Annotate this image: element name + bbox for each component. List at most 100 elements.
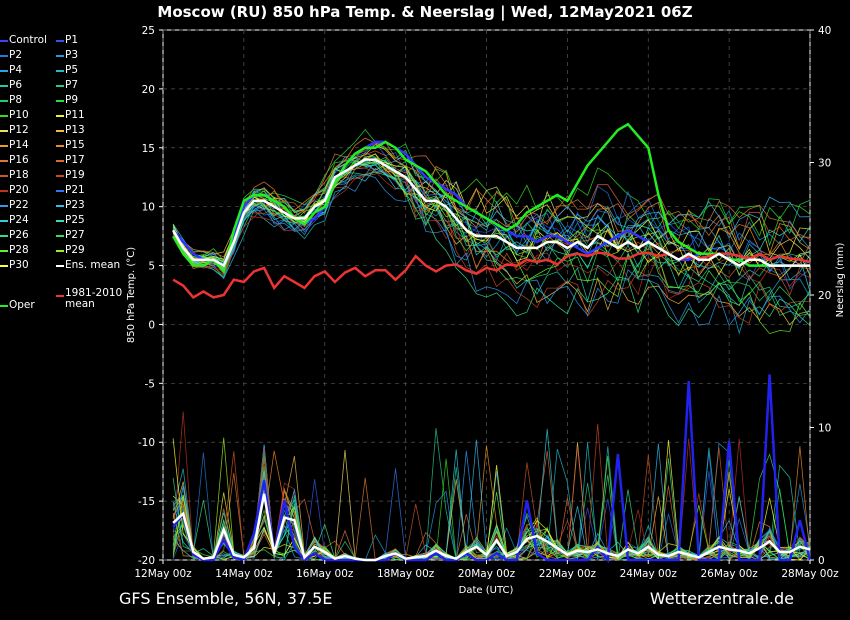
y2-tick-label: 20 — [818, 290, 831, 302]
legend-swatch — [0, 70, 8, 72]
legend-swatch — [0, 265, 8, 267]
legend-swatch — [0, 160, 8, 162]
member-temp-line — [172, 167, 810, 324]
legend-label: P30 — [9, 259, 29, 271]
main-series — [172, 122, 812, 564]
legend-label: P1 — [65, 34, 79, 46]
member-temp-line — [172, 171, 811, 327]
legend-swatch — [56, 220, 64, 222]
legend-label: P17 — [65, 154, 85, 166]
member-temp-line — [172, 141, 811, 258]
member-temp-line — [172, 168, 811, 296]
legend-label: P21 — [65, 184, 85, 196]
legend-swatch — [0, 145, 8, 147]
ens-mean-temp-line — [172, 158, 810, 268]
y-tick-label: 0 — [148, 319, 155, 331]
legend-swatch — [0, 235, 8, 237]
member-temp-line — [172, 128, 811, 264]
legend-label: P12 — [9, 124, 29, 136]
legend-swatch — [56, 40, 64, 42]
page-title: Moscow (RU) 850 hPa Temp. & Neerslag | W… — [157, 3, 693, 21]
y2-tick-label: 40 — [818, 25, 831, 37]
legend-label: Oper — [9, 299, 35, 311]
climate-mean-line — [172, 251, 811, 300]
x-axis-label: Date (UTC) — [459, 585, 514, 596]
y-tick-label: -15 — [138, 496, 155, 508]
y-tick-label: 20 — [142, 84, 155, 96]
legend-swatch — [56, 265, 64, 267]
legend-label: P29 — [65, 244, 85, 256]
legend-label: P13 — [65, 124, 85, 136]
legend-label: P18 — [9, 169, 29, 181]
y2-tick-label: 10 — [818, 423, 831, 435]
member-temp-line — [172, 152, 811, 316]
legend-swatch — [0, 130, 8, 132]
legend-swatch — [0, 175, 8, 177]
legend-label: P19 — [65, 169, 85, 181]
legend-swatch — [0, 115, 8, 117]
x-tick-label: 18May 00z — [377, 568, 435, 580]
member-temp-line — [172, 137, 811, 271]
ens-mean-precip-line — [172, 493, 811, 562]
legend-label: P11 — [65, 109, 85, 121]
x-tick-label: 12May 00z — [134, 568, 192, 580]
legend-label: P7 — [65, 79, 79, 91]
member-temp-line — [172, 171, 811, 300]
legend-label: P23 — [65, 199, 85, 211]
legend-swatch — [0, 190, 8, 192]
x-tick-label: 22May 00z — [539, 568, 597, 580]
legend-swatch — [56, 145, 64, 147]
legend-label: P8 — [9, 94, 23, 106]
member-temp-line — [172, 144, 811, 277]
legend-swatch — [56, 190, 64, 192]
x-tick-label: 14May 00z — [215, 568, 273, 580]
legend-swatch — [0, 305, 8, 307]
y-tick-label: -5 — [145, 378, 155, 390]
legend-label: P14 — [9, 139, 29, 151]
y-tick-label: 25 — [142, 25, 155, 37]
legend-swatch — [56, 295, 64, 297]
legend-swatch — [56, 250, 64, 252]
y2-tick-label: 30 — [818, 158, 831, 170]
legend-label: P25 — [65, 214, 85, 226]
legend-label: P2 — [9, 49, 23, 61]
legend-swatch — [0, 40, 8, 42]
legend-swatch — [56, 160, 64, 162]
y-tick-label: 10 — [142, 202, 155, 214]
legend-label: Control — [9, 34, 47, 46]
legend-label: P10 — [9, 109, 29, 121]
legend-label: P22 — [9, 199, 29, 211]
x-tick-label: 26May 00z — [700, 568, 758, 580]
legend-label: Ens. mean — [65, 259, 121, 271]
axes: 25 20 15 10 5 0 -5 -10 -15 -20 40 30 20 10 0 12May 00z 1… — [134, 25, 839, 580]
model-location-text: GFS Ensemble, 56N, 37.5E — [119, 589, 333, 608]
legend-swatch — [56, 70, 64, 72]
y-tick-label: 15 — [142, 143, 155, 155]
y-tick-label: -10 — [138, 437, 155, 449]
legend-swatch — [56, 130, 64, 132]
legend-label: P26 — [9, 229, 29, 241]
x-tick-label: 20May 00z — [458, 568, 516, 580]
legend-swatch — [56, 115, 64, 117]
legend-swatch — [0, 100, 8, 102]
legend-label: P5 — [65, 64, 79, 76]
legend-swatch — [56, 55, 64, 57]
x-tick-label: 16May 00z — [296, 568, 354, 580]
y-axis-label: 850 hPa Temp. (°C) — [126, 247, 137, 343]
legend-swatch — [56, 85, 64, 87]
x-tick-label: 28May 00z — [781, 568, 839, 580]
oper-temp-line — [172, 122, 810, 275]
legend-swatch — [56, 175, 64, 177]
legend-swatch — [56, 205, 64, 207]
site-credit: Wetterzentrale.de — [649, 589, 794, 608]
y-tick-label: -20 — [138, 555, 155, 567]
legend-label: P27 — [65, 229, 85, 241]
legend-swatch — [56, 100, 64, 102]
legend-label: 1981-2010 mean — [65, 287, 123, 310]
legend-swatch — [0, 205, 8, 207]
control-precip-line — [172, 374, 812, 564]
legend-swatch — [0, 220, 8, 222]
member-temp-line — [172, 173, 811, 327]
member-temp-line — [172, 153, 811, 266]
y-tick-label: 5 — [148, 261, 155, 273]
